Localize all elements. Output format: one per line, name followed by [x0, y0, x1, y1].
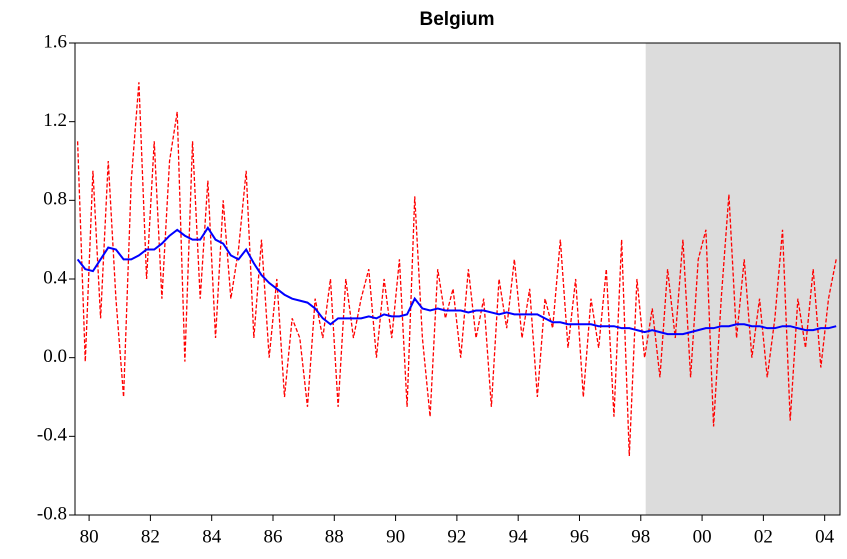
- x-tick-label: 80: [80, 526, 99, 547]
- y-tick-label: 0.0: [43, 346, 67, 367]
- x-tick-label: 86: [263, 526, 282, 547]
- x-tick-label: 82: [141, 526, 160, 547]
- y-tick-label: 0.4: [43, 267, 67, 288]
- plot-frame: [74, 42, 841, 516]
- y-tick-label: 1.6: [43, 31, 67, 52]
- chart-title: Belgium: [420, 9, 495, 30]
- y-tick-label: 0.8: [43, 189, 67, 210]
- x-tick-label: 00: [693, 526, 712, 547]
- x-tick-label: 88: [325, 526, 344, 547]
- shaded-region: [645, 43, 840, 515]
- x-tick-label: 90: [386, 526, 405, 547]
- y-tick-label: 1.2: [43, 110, 67, 131]
- x-tick-label: 92: [447, 526, 466, 547]
- x-tick-label: 02: [754, 526, 773, 547]
- series-line: [76, 82, 837, 457]
- y-tick-label: -0.8: [37, 503, 67, 524]
- x-tick-label: 04: [815, 526, 835, 547]
- x-tick-label: 94: [509, 526, 529, 547]
- x-tick-label: 96: [570, 526, 589, 547]
- y-tick-label: -0.4: [37, 425, 68, 446]
- x-tick-label: 84: [202, 526, 222, 547]
- x-tick-label: 98: [631, 526, 650, 547]
- series-line: [76, 226, 837, 336]
